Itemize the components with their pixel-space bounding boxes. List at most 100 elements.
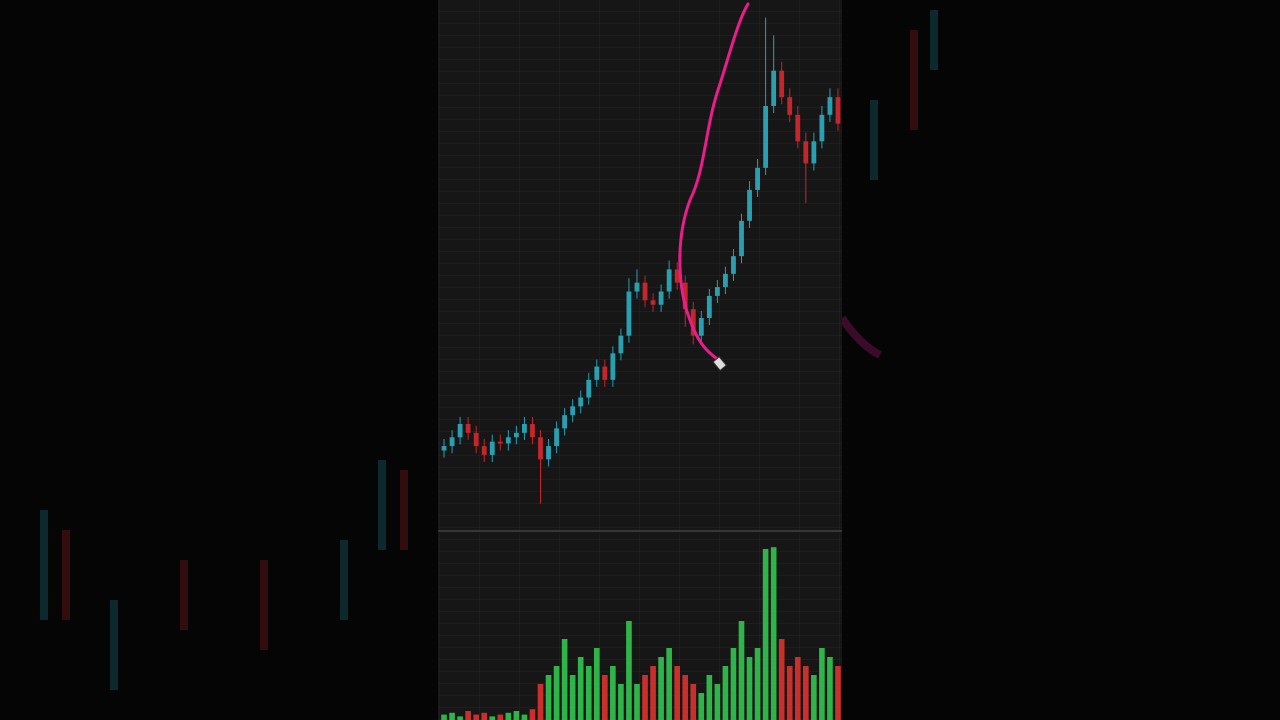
- candle-body: [803, 141, 809, 164]
- volume-bar: [746, 657, 753, 720]
- candle-body: [626, 291, 632, 336]
- candle-body: [546, 446, 551, 460]
- candle-body: [530, 424, 535, 438]
- volume-bar: [497, 714, 504, 720]
- volume-bar: [690, 684, 697, 720]
- volume-bar: [465, 711, 471, 720]
- candle-body: [457, 424, 463, 438]
- candle-body: [594, 366, 600, 380]
- volume-bar: [545, 675, 552, 720]
- volume-bar: [811, 675, 817, 720]
- volume-bar: [682, 675, 689, 720]
- candle-body: [771, 70, 777, 106]
- candle-body: [449, 437, 455, 447]
- candle-body: [682, 282, 688, 310]
- volume-bar: [803, 666, 809, 720]
- volume-bar: [585, 666, 592, 720]
- volume-bar: [722, 666, 729, 720]
- candle-body: [489, 441, 495, 455]
- volume-bar: [794, 657, 801, 720]
- candle-body: [618, 335, 624, 354]
- pen-cursor: [712, 356, 727, 372]
- volume-bar: [634, 684, 640, 720]
- candle-body: [554, 428, 559, 447]
- candle-body: [811, 141, 817, 164]
- volume-bar: [602, 675, 608, 720]
- volume-bar: [610, 666, 616, 720]
- candle-body: [714, 287, 720, 296]
- volume-bar: [553, 666, 560, 720]
- volume-bar: [593, 648, 600, 720]
- volume-bar: [650, 666, 656, 720]
- candle-body: [513, 432, 519, 438]
- volume-bar: [505, 712, 512, 720]
- volume-bar: [529, 709, 536, 720]
- candle-body: [570, 406, 576, 416]
- volume-bar: [730, 648, 737, 720]
- candle-body: [819, 114, 825, 142]
- volume-bar: [714, 684, 721, 720]
- candle-body: [795, 114, 801, 142]
- volume-bar: [618, 684, 624, 720]
- candle-body: [787, 97, 793, 115]
- volume-bar: [626, 621, 632, 720]
- volume-bar: [642, 675, 648, 720]
- candle-body: [578, 397, 584, 407]
- candle-body: [481, 446, 487, 455]
- candle-body: [658, 291, 664, 305]
- volume-bar: [754, 648, 761, 720]
- candle-body: [465, 424, 471, 433]
- candle-body: [747, 189, 752, 221]
- candle-body: [835, 97, 841, 124]
- volume-bar: [770, 547, 777, 720]
- candle-body: [723, 273, 728, 288]
- volume-bar: [674, 666, 680, 720]
- volume-bar: [835, 666, 841, 720]
- candle-body: [634, 282, 640, 292]
- candle-body: [731, 256, 736, 274]
- candle-body: [586, 379, 592, 398]
- volume-bar: [537, 684, 544, 720]
- volume-bar: [778, 639, 785, 720]
- candle-body: [706, 295, 712, 318]
- volume-bar: [819, 648, 825, 720]
- candle-body: [690, 309, 696, 336]
- volume-bar: [441, 714, 447, 720]
- volume-bar: [666, 648, 672, 720]
- volume-bar: [521, 714, 528, 720]
- volume-bar: [577, 657, 584, 720]
- pen-stroke: [678, 2, 750, 360]
- candle-body: [650, 300, 656, 305]
- volume-bar: [658, 657, 664, 720]
- volume-bar: [481, 712, 488, 720]
- candle-body: [522, 424, 527, 433]
- candle-body: [698, 318, 704, 336]
- candle-body: [473, 432, 479, 447]
- volume-bar: [698, 693, 705, 720]
- volume-bar: [762, 549, 769, 720]
- volume-bar: [786, 666, 793, 720]
- marks: [441, 17, 841, 720]
- candle-body: [674, 269, 680, 283]
- candle-body: [755, 167, 760, 190]
- volume-bar: [473, 714, 479, 720]
- candle-body: [642, 282, 648, 301]
- candle-body: [610, 353, 616, 380]
- candle-body: [602, 366, 608, 380]
- volume-bar: [569, 675, 576, 720]
- candle-body: [441, 446, 447, 451]
- volume-bar: [489, 716, 496, 720]
- candle-body: [666, 269, 672, 292]
- candle-body: [739, 220, 744, 257]
- volume-bar: [513, 711, 520, 720]
- candle-body: [562, 415, 568, 429]
- volume-bar: [827, 657, 833, 720]
- volume-bar: [706, 675, 713, 720]
- blurred-backdrop: [40, 10, 938, 690]
- volume-bar: [449, 712, 455, 720]
- candle-body: [763, 106, 769, 168]
- volume-bar: [738, 621, 745, 720]
- candle-body: [538, 437, 543, 460]
- volume-bar: [561, 639, 568, 720]
- candle-body: [779, 70, 785, 98]
